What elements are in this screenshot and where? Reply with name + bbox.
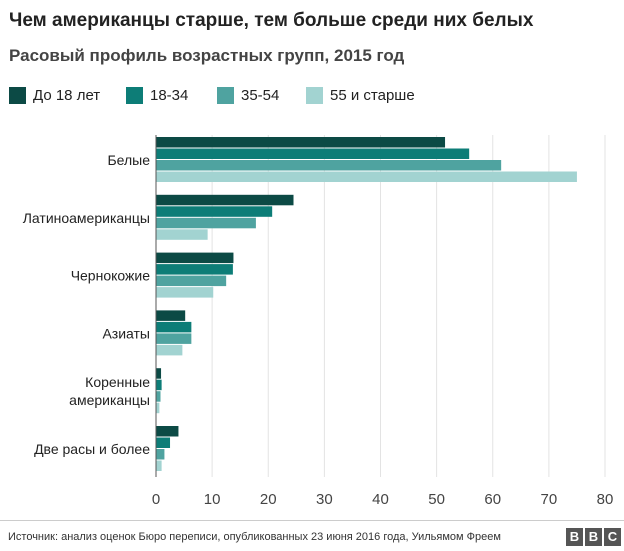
category-label-line: Две расы и более: [34, 441, 150, 457]
legend-swatch: [306, 87, 323, 104]
chart-subtitle: Расовый профиль возрастных групп, 2015 г…: [9, 46, 405, 65]
bbc-logo-letter: B: [585, 528, 602, 546]
bar: [156, 449, 165, 460]
bar: [156, 287, 214, 298]
category-label-line: Коренные: [85, 374, 150, 390]
legend-swatch: [217, 87, 234, 104]
x-tick-label: 40: [372, 491, 389, 508]
x-tick-label: 30: [316, 491, 333, 508]
category-label-line: американцы: [69, 392, 150, 408]
bar: [156, 379, 162, 391]
category-label-line: Латиноамериканцы: [23, 210, 150, 226]
footer-divider: [0, 520, 624, 521]
bar: [156, 137, 446, 148]
bar: [156, 206, 273, 217]
bar: [156, 194, 294, 206]
x-tick-label: 20: [260, 491, 277, 508]
bar: [156, 460, 162, 471]
bar: [156, 391, 161, 402]
category-label: Латиноамериканцы: [23, 210, 150, 226]
bar: [156, 426, 179, 437]
legend-swatch: [126, 87, 143, 104]
x-tick-label: 50: [428, 491, 445, 508]
legend-swatch: [9, 87, 26, 104]
x-tick-label: 70: [541, 491, 558, 508]
category-label: Белые: [107, 152, 150, 168]
bar: [156, 264, 233, 275]
bar: [156, 217, 256, 229]
category-label: Чернокожие: [71, 268, 151, 284]
x-tick-label: 0: [152, 491, 160, 508]
x-tick-label: 60: [484, 491, 501, 508]
legend-label: 18-34: [150, 87, 189, 104]
category-label-line: Чернокожие: [71, 268, 151, 284]
bar: [156, 148, 470, 159]
bar: [156, 368, 162, 379]
x-tick-label: 80: [597, 491, 614, 508]
bar: [156, 160, 502, 171]
source-note: Источник: анализ оценок Бюро переписи, о…: [8, 531, 501, 543]
category-label: Азиаты: [102, 325, 150, 341]
chart-title: Чем американцы старше, тем больше среди …: [9, 10, 534, 31]
category-label: Две расы и более: [34, 441, 150, 457]
bar: [156, 310, 186, 321]
bbc-logo-letter: C: [604, 528, 621, 546]
category-label-line: Белые: [107, 152, 150, 168]
bar: [156, 252, 234, 264]
bar: [156, 171, 577, 182]
bar: [156, 333, 192, 344]
bar: [156, 275, 227, 287]
bar: [156, 344, 183, 356]
bar: [156, 321, 192, 333]
legend-label: До 18 лет: [33, 87, 101, 104]
bar: [156, 402, 160, 414]
category-label-line: Азиаты: [102, 325, 150, 341]
bar: [156, 437, 171, 448]
legend-label: 35-54: [241, 87, 280, 104]
bar-chart: 0 10 20 30 40 50 60 70 80 Белые Латиноамериканцы Че…: [23, 135, 614, 508]
bar: [156, 229, 208, 240]
category-label: Коренные американцы: [69, 374, 150, 408]
legend-label: 55 и старше: [330, 87, 415, 104]
x-tick-label: 10: [204, 491, 221, 508]
bbc-logo-letter: B: [566, 528, 583, 546]
